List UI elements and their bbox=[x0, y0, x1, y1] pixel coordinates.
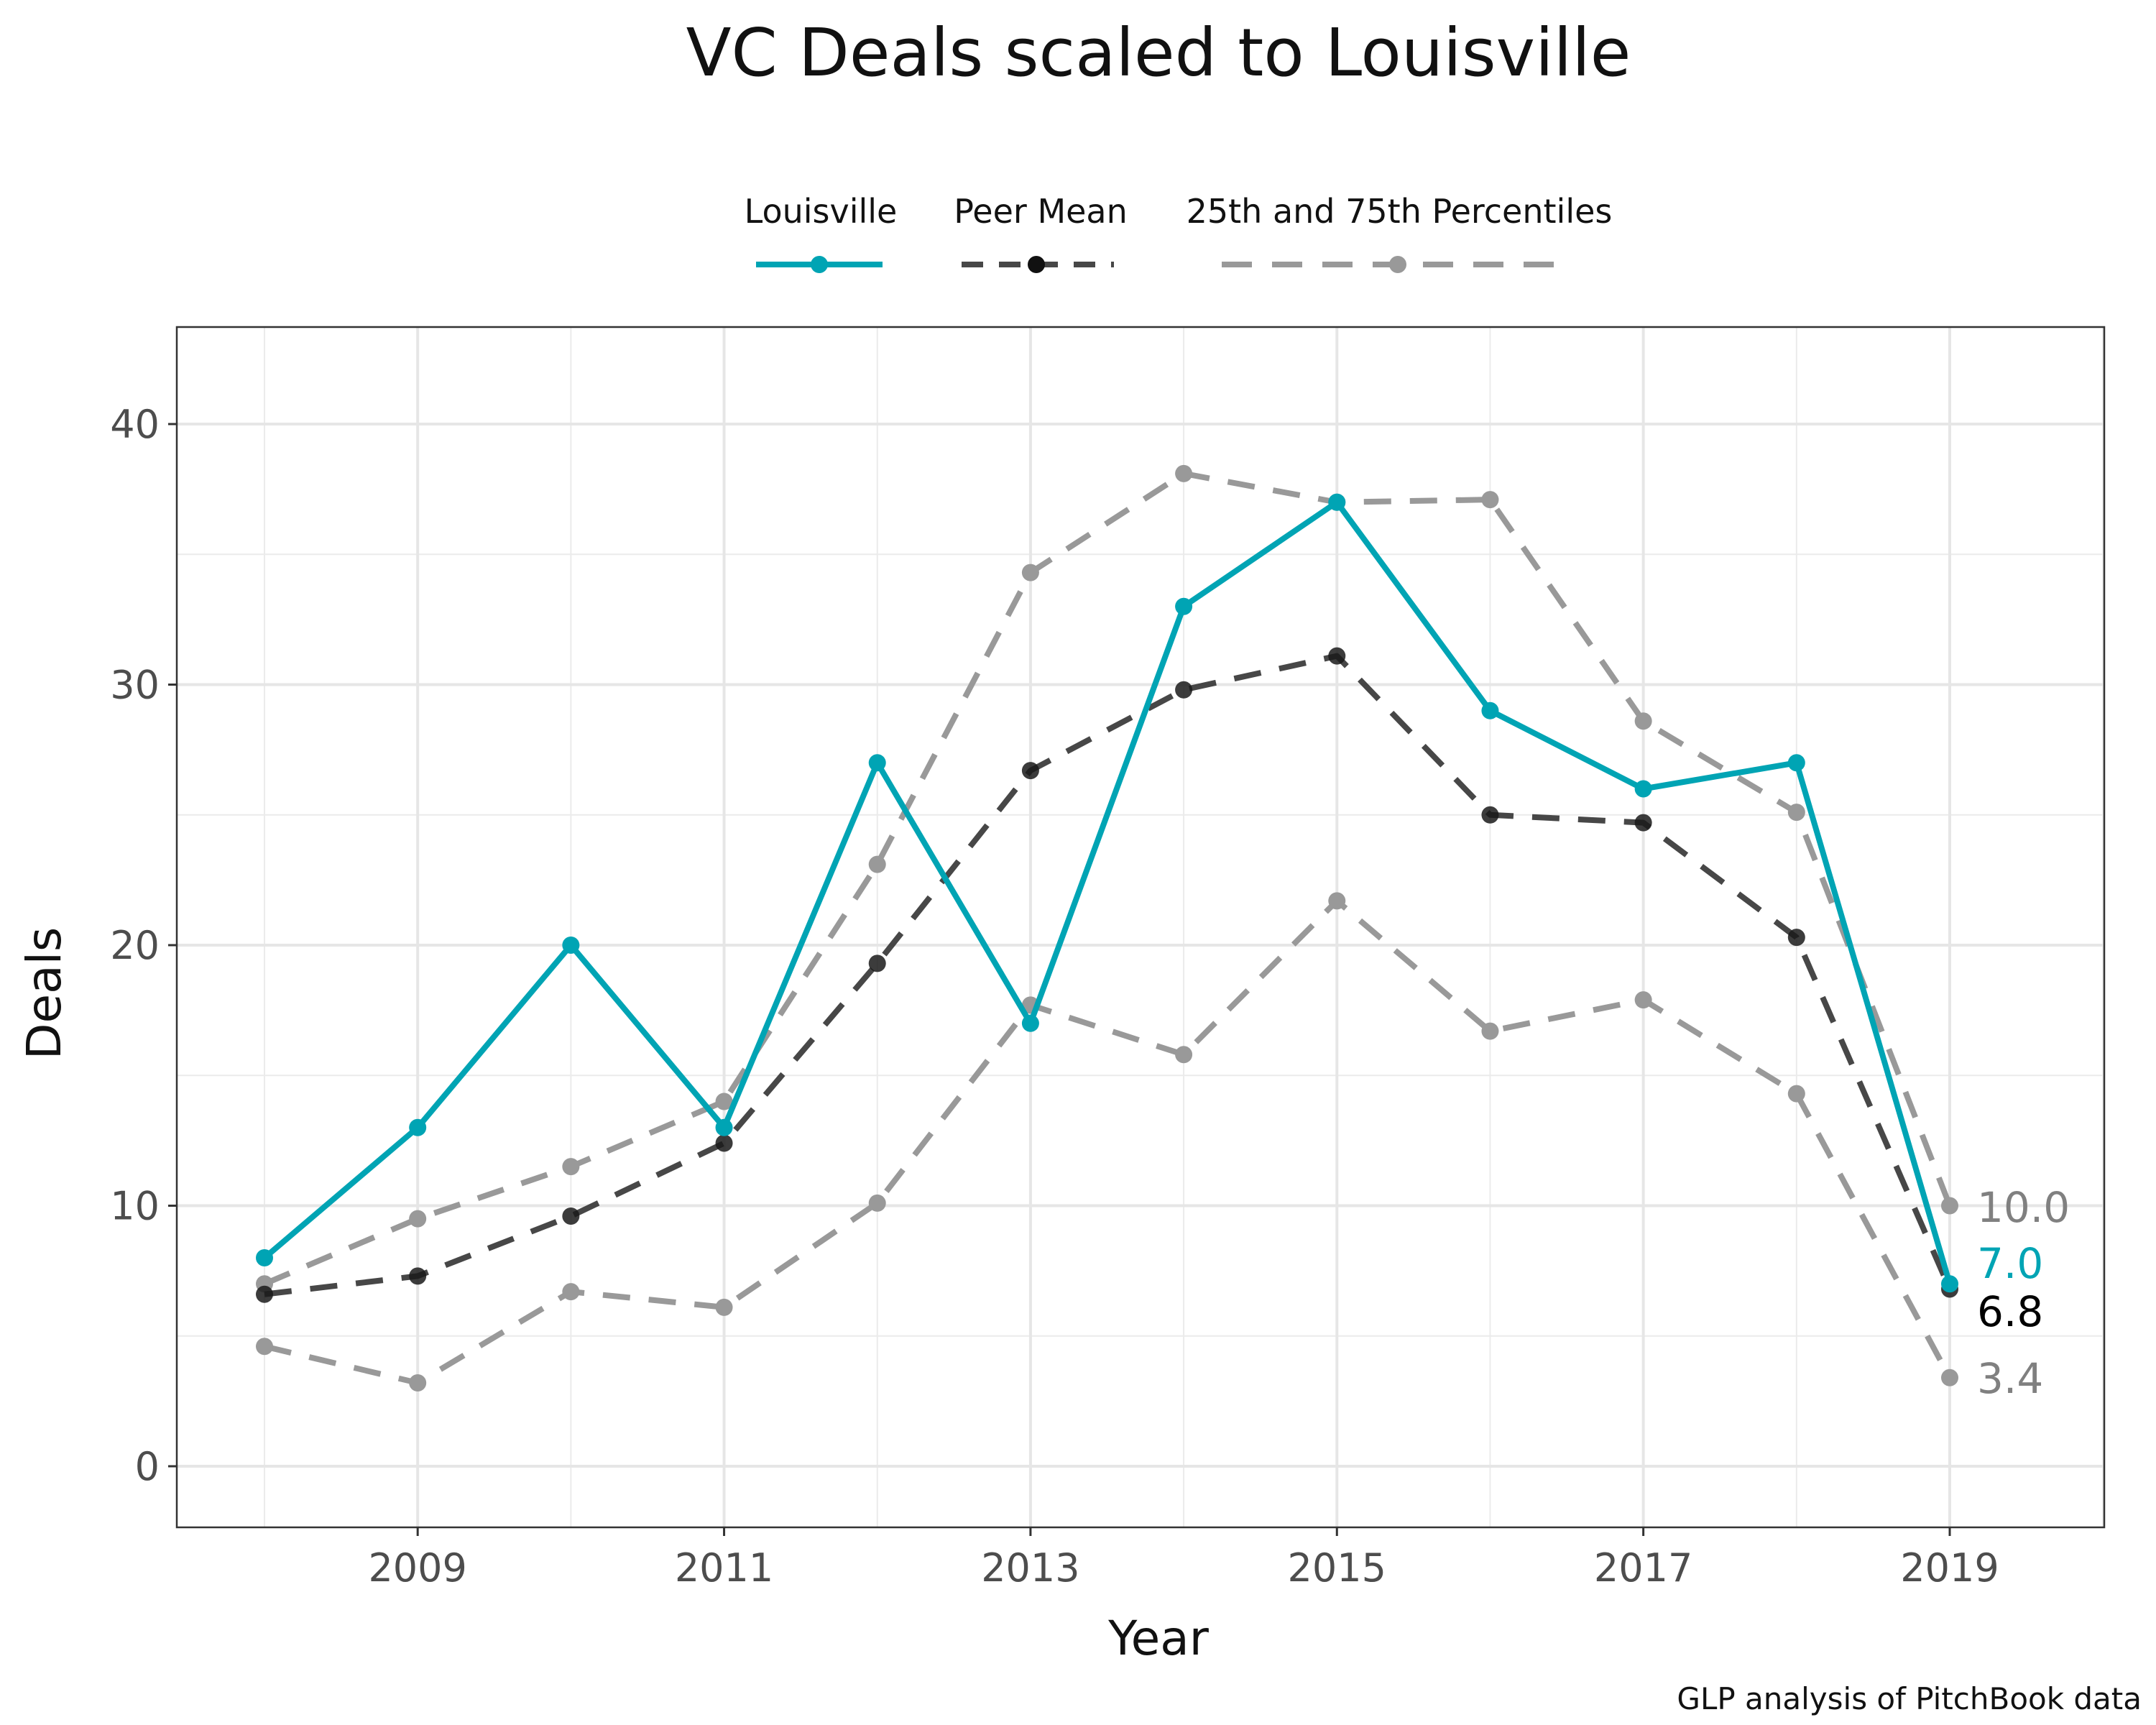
series-point-louisville bbox=[562, 937, 580, 954]
series-point-mean bbox=[562, 1208, 580, 1225]
series-point-mean bbox=[1021, 762, 1039, 780]
series-point-p75 bbox=[1175, 464, 1193, 482]
series-point-p75 bbox=[1021, 564, 1039, 581]
series-point-p25 bbox=[1634, 991, 1652, 1009]
series-point-p75 bbox=[1481, 491, 1499, 509]
series-line-louisville bbox=[262, 499, 1953, 1285]
y-axis: 0 10 20 30 40 bbox=[110, 402, 177, 1489]
series-point-p75 bbox=[562, 1158, 580, 1176]
series-point-mean bbox=[409, 1267, 427, 1285]
x-tick-label: 2017 bbox=[1594, 1545, 1692, 1591]
series-point-p25 bbox=[1175, 1046, 1193, 1064]
series-line-mean bbox=[264, 653, 1953, 1297]
series-point-p25 bbox=[1941, 1368, 1958, 1386]
caption: GLP analysis of PitchBook data bbox=[1677, 1681, 2142, 1716]
grid-minor bbox=[177, 327, 2104, 1527]
series-point-p75 bbox=[1941, 1197, 1958, 1215]
series-point-mean bbox=[1481, 806, 1499, 824]
end-label: 10.0 bbox=[1977, 1183, 2070, 1232]
series-point-p75 bbox=[715, 1092, 733, 1110]
series-point-louisville bbox=[256, 1249, 273, 1266]
legend-key-percentiles-point bbox=[1389, 256, 1406, 273]
end-labels: 10.0 7.06.8 3.4 bbox=[1977, 1183, 2070, 1403]
x-tick-label: 2009 bbox=[368, 1545, 466, 1591]
series-point-p25 bbox=[256, 1338, 273, 1356]
x-axis: 2009 2011 2013 2015 2017 2019 bbox=[368, 1527, 1999, 1591]
legend-key-peer-mean-point bbox=[1028, 256, 1045, 273]
series-point-louisville bbox=[1021, 1014, 1039, 1032]
series-point-p25 bbox=[562, 1283, 580, 1301]
series-point-louisville bbox=[1941, 1275, 1958, 1293]
legend-label-percentiles: 25th and 75th Percentiles bbox=[1187, 192, 1613, 231]
series-point-mean bbox=[1328, 647, 1346, 665]
series-line-p75 bbox=[263, 470, 1953, 1287]
x-tick-label: 2015 bbox=[1288, 1545, 1386, 1591]
y-tick-label: 40 bbox=[110, 402, 160, 447]
y-tick-label: 20 bbox=[110, 923, 160, 968]
end-label: 3.4 bbox=[1977, 1354, 2043, 1403]
chart-title: VC Deals scaled to Louisville bbox=[686, 14, 1631, 91]
y-tick-label: 0 bbox=[135, 1444, 160, 1489]
series-point-p25 bbox=[1481, 1022, 1499, 1040]
series-point-p75 bbox=[1787, 804, 1805, 822]
series-point-p25 bbox=[1787, 1085, 1805, 1103]
series-point-mean bbox=[1634, 814, 1652, 832]
legend: Louisville Peer Mean 25th and 75th Perce… bbox=[745, 192, 1613, 273]
plot-panel bbox=[175, 326, 2106, 1529]
series-point-p25 bbox=[715, 1298, 733, 1316]
series-point-p25 bbox=[868, 1194, 886, 1212]
series-point-louisville bbox=[1787, 754, 1805, 772]
y-tick-label: 30 bbox=[110, 663, 160, 708]
x-tick-label: 2011 bbox=[675, 1545, 773, 1591]
series-point-louisville bbox=[1481, 702, 1499, 719]
end-label: 7.0 bbox=[1977, 1239, 2043, 1288]
series-point-louisville bbox=[1634, 780, 1652, 798]
series-point-p25 bbox=[409, 1374, 427, 1392]
panel-border bbox=[175, 326, 2106, 1529]
x-tick-label: 2019 bbox=[1900, 1545, 1999, 1591]
legend-label-louisville: Louisville bbox=[745, 192, 898, 231]
grid-major bbox=[177, 327, 2104, 1527]
legend-label-peer-mean: Peer Mean bbox=[954, 192, 1128, 231]
series-point-p75 bbox=[868, 855, 886, 873]
series-point-mean bbox=[1175, 681, 1193, 699]
series-point-mean bbox=[715, 1134, 733, 1152]
legend-key-louisville-point bbox=[811, 256, 828, 273]
series-point-louisville bbox=[1328, 493, 1346, 511]
series-point-louisville bbox=[409, 1118, 427, 1136]
series-point-louisville bbox=[1175, 597, 1193, 615]
end-label: 6.8 bbox=[1977, 1287, 2043, 1336]
series-point-mean bbox=[256, 1285, 273, 1303]
series-point-mean bbox=[1787, 929, 1805, 947]
x-tick-label: 2013 bbox=[981, 1545, 1079, 1591]
series-point-louisville bbox=[868, 754, 886, 772]
y-axis-title: Deals bbox=[17, 927, 72, 1060]
series-layer bbox=[256, 464, 1958, 1392]
x-axis-title: Year bbox=[1107, 1611, 1210, 1666]
series-point-p75 bbox=[409, 1210, 427, 1228]
series-point-p75 bbox=[1634, 712, 1652, 730]
series-point-mean bbox=[868, 954, 886, 972]
series-point-p25 bbox=[1328, 892, 1346, 910]
series-point-louisville bbox=[715, 1118, 733, 1136]
y-tick-label: 10 bbox=[110, 1184, 160, 1229]
